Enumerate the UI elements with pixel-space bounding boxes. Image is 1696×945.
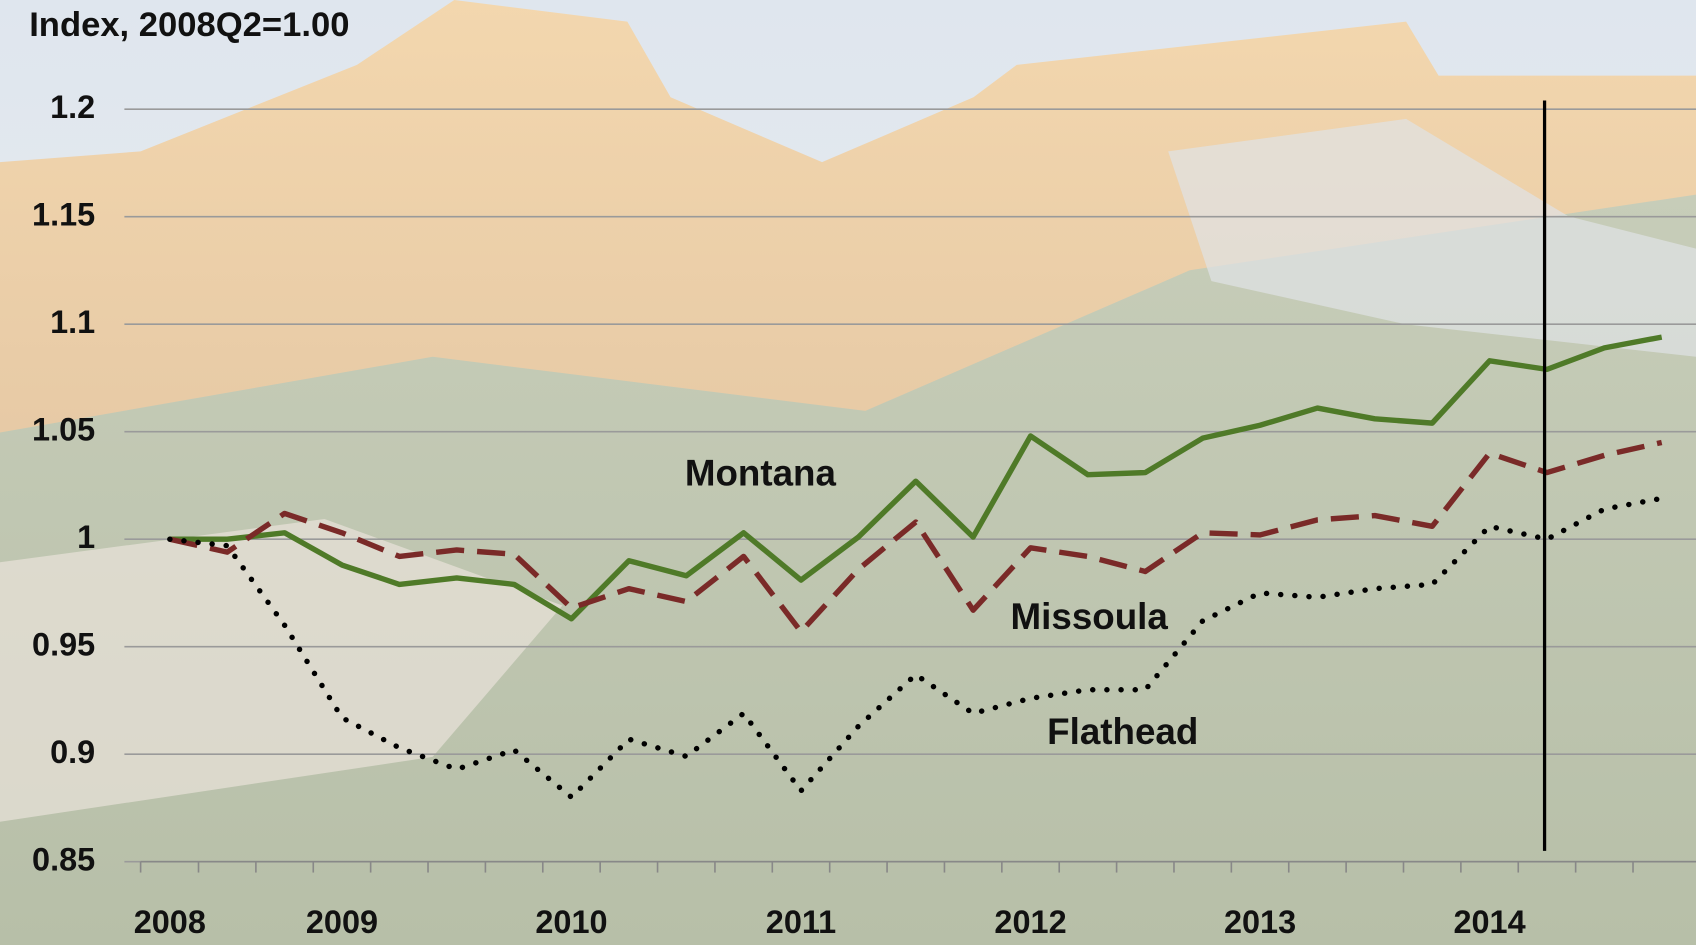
y-tick-label: 1.1 bbox=[50, 304, 95, 340]
x-tick-label: 2013 bbox=[1224, 904, 1296, 940]
chart-title: Index, 2008Q2=1.00 bbox=[29, 6, 349, 44]
x-tick-label: 2009 bbox=[306, 904, 378, 940]
y-tick-label: 1 bbox=[77, 519, 95, 555]
series-label: Flathead bbox=[1047, 711, 1198, 752]
x-tick-label: 2014 bbox=[1453, 904, 1525, 940]
series-line bbox=[169, 439, 1663, 635]
y-tick-label: 0.9 bbox=[50, 734, 95, 770]
y-tick-label: 0.85 bbox=[32, 841, 95, 877]
x-tick-label: 2012 bbox=[994, 904, 1066, 940]
x-tick-label: 2011 bbox=[766, 904, 836, 940]
x-tick-label: 2010 bbox=[535, 904, 607, 940]
y-tick-label: 1.2 bbox=[50, 89, 95, 125]
y-tick-label: 1.15 bbox=[32, 196, 95, 232]
series-label: Montana bbox=[685, 452, 837, 493]
y-tick-label: 0.95 bbox=[32, 626, 95, 662]
plot-area: 0.85 0.9 0.95 1 1.05 1.1 1.15 1.2 2008 2009 2010 20… bbox=[32, 89, 1696, 940]
x-tick-label: 2008 bbox=[134, 904, 206, 940]
series-label: Missoula bbox=[1011, 596, 1169, 637]
series-line bbox=[169, 334, 1663, 622]
y-tick-label: 1.05 bbox=[32, 411, 95, 447]
